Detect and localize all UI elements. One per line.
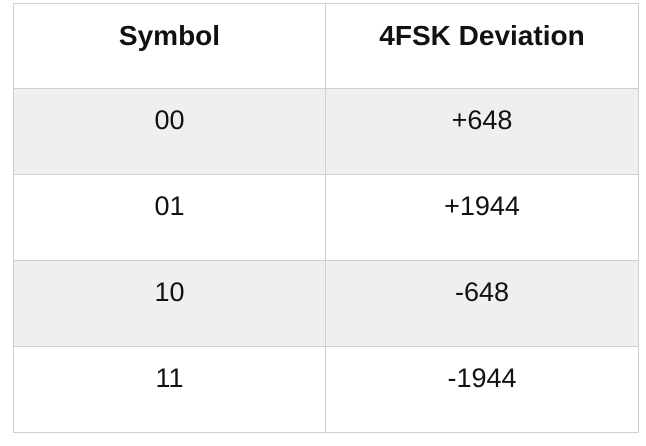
cell-symbol: 00 bbox=[13, 88, 326, 175]
table-row: 00 +648 bbox=[13, 88, 639, 175]
table-header: Symbol 4FSK Deviation bbox=[13, 3, 639, 89]
header-4fsk-deviation: 4FSK Deviation bbox=[325, 3, 639, 89]
cell-deviation: +648 bbox=[325, 88, 639, 175]
table-body: 00 +648 01 +1944 10 -648 11 -1944 bbox=[13, 88, 639, 433]
cell-symbol: 01 bbox=[13, 174, 326, 261]
cell-deviation: +1944 bbox=[325, 174, 639, 261]
cell-symbol: 11 bbox=[13, 346, 326, 433]
cell-deviation: -1944 bbox=[325, 346, 639, 433]
table-row: 01 +1944 bbox=[13, 174, 639, 261]
table-row: 11 -1944 bbox=[13, 346, 639, 433]
cell-symbol: 10 bbox=[13, 260, 326, 347]
table-row: 10 -648 bbox=[13, 260, 639, 347]
deviation-table-container: Symbol 4FSK Deviation 00 +648 01 +1944 1… bbox=[13, 3, 639, 433]
symbol-deviation-table: Symbol 4FSK Deviation 00 +648 01 +1944 1… bbox=[13, 3, 639, 433]
header-row: Symbol 4FSK Deviation bbox=[13, 3, 639, 89]
cell-deviation: -648 bbox=[325, 260, 639, 347]
header-symbol: Symbol bbox=[13, 3, 326, 89]
